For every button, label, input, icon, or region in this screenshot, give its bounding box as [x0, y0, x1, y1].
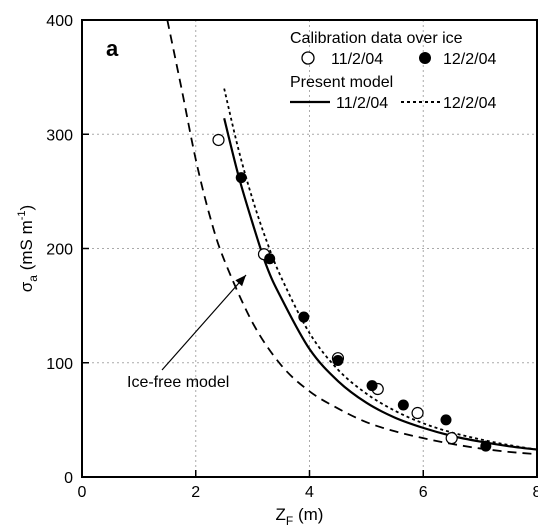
- x-axis-label: ZF (m): [276, 505, 324, 527]
- point-open: [411, 406, 424, 420]
- point-open: [445, 432, 458, 445]
- x-tick-label: 0: [78, 484, 87, 501]
- legend-title-calibration: Calibration data over ice: [290, 30, 463, 47]
- x-tick-label: 2: [191, 484, 200, 501]
- annotation-arrow-head: [235, 275, 246, 287]
- y-tick-label: 0: [64, 470, 73, 487]
- y-axis-label: σa (mS m-1): [16, 205, 40, 292]
- legend-label-dotted: 12/2/04: [443, 95, 496, 112]
- curve-dotted: [223, 88, 537, 451]
- point-filled: [480, 440, 492, 452]
- legend-marker-filled: [419, 52, 431, 64]
- annotation-arrow-line: [161, 274, 247, 371]
- point-filled: [235, 172, 247, 184]
- x-tick-label: 4: [305, 484, 314, 501]
- point-filled: [332, 354, 344, 366]
- point-open: [212, 133, 225, 147]
- point-filled: [397, 399, 409, 411]
- annotation: Ice-free model: [127, 274, 247, 391]
- point-filled: [264, 253, 276, 265]
- legend: Calibration data over ice 11/2/04 12/2/0…: [290, 30, 496, 112]
- y-tick-label: 300: [46, 127, 73, 144]
- grid-lines: [82, 20, 537, 477]
- legend-title-model: Present model: [290, 74, 393, 91]
- x-tick-label: 6: [419, 484, 428, 501]
- x-tick-label: 8: [533, 484, 538, 501]
- data-points: [212, 133, 492, 452]
- axis-ticks: 0 2 4 6 8 0 100 200 300 400: [46, 13, 538, 501]
- legend-label-open: 11/2/04: [331, 51, 383, 68]
- y-tick-label: 100: [46, 356, 73, 373]
- y-tick-label: 400: [46, 13, 73, 30]
- legend-marker-open: [301, 51, 315, 65]
- point-filled: [440, 414, 452, 426]
- curve-dashed: [166, 20, 537, 456]
- annotation-text: Ice-free model: [127, 374, 229, 391]
- curve-solid: [223, 117, 537, 451]
- point-filled: [298, 311, 310, 323]
- y-tick-label: 200: [46, 242, 73, 259]
- point-filled: [366, 380, 378, 392]
- model-curves: [166, 20, 537, 456]
- legend-label-solid: 11/2/04: [336, 95, 388, 112]
- panel-label: a: [106, 36, 119, 61]
- legend-label-filled: 12/2/04: [443, 51, 496, 68]
